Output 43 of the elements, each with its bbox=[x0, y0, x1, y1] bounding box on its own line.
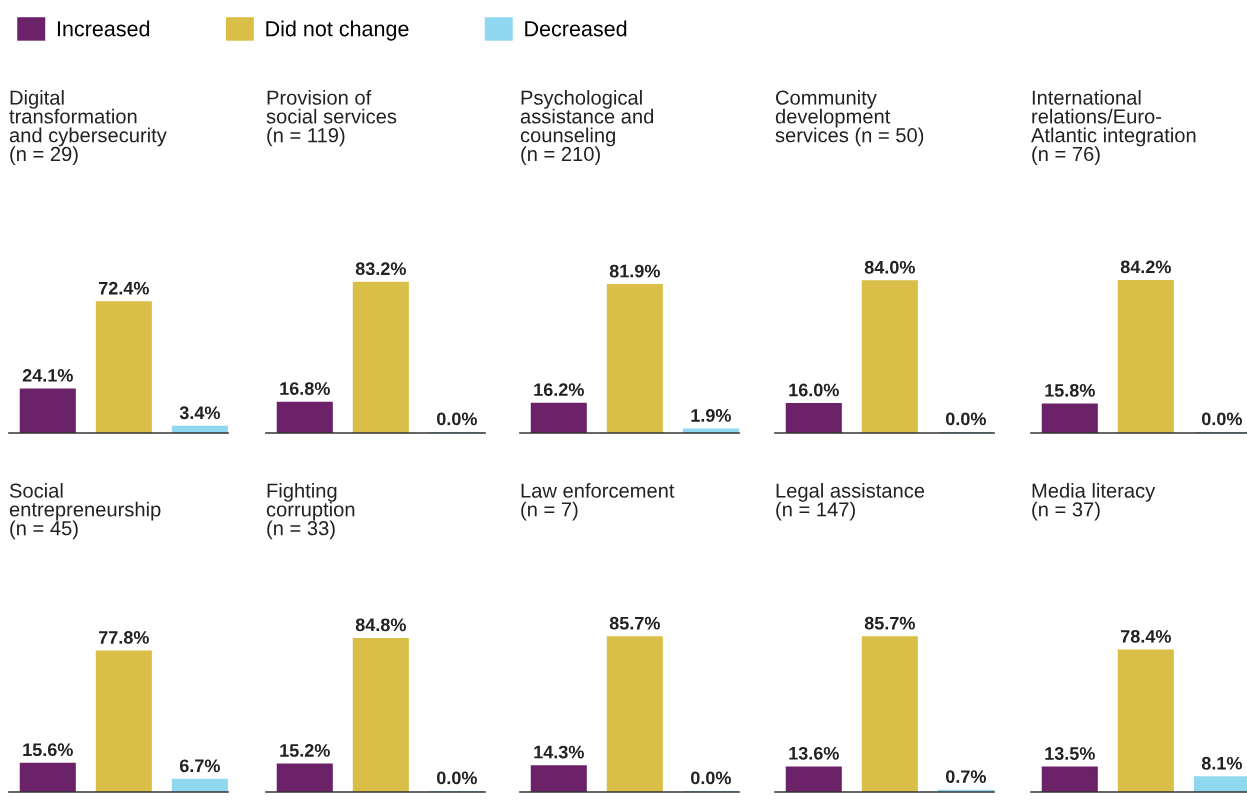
data-label: 15.8% bbox=[1045, 383, 1095, 397]
data-label: 16.8% bbox=[280, 382, 330, 395]
data-label: 78.4% bbox=[1121, 629, 1171, 643]
data-label: 85.7% bbox=[864, 616, 915, 630]
data-label: 13.6% bbox=[789, 746, 839, 760]
chart-title: Fighting corruption (n = 33) bbox=[266, 483, 355, 540]
data-label: 13.5% bbox=[1045, 747, 1095, 760]
data-label: 77.8% bbox=[99, 631, 149, 644]
chart-title: Digital transformation and cybersecurity (n = 29) bbox=[9, 90, 167, 166]
data-label: 3.4% bbox=[179, 406, 220, 420]
data-label: 8.1% bbox=[1201, 756, 1242, 770]
data-label: 84.8% bbox=[355, 618, 406, 632]
legend-label: Increased bbox=[57, 20, 150, 37]
chart-title: Community development services (n = 50) bbox=[775, 90, 924, 147]
legend-label: Decreased bbox=[525, 20, 627, 37]
chart-title: Legal assistance (n = 147) bbox=[776, 483, 925, 521]
data-label: 0.7% bbox=[946, 770, 986, 783]
legend-label: Did not change bbox=[266, 20, 409, 41]
data-label: 0.0% bbox=[946, 412, 986, 426]
chart-title: Provision of social services (n = 119) bbox=[266, 90, 397, 147]
data-label: 15.2% bbox=[280, 744, 330, 757]
data-label: 84.0% bbox=[864, 260, 915, 274]
data-label: 0.0% bbox=[437, 771, 477, 785]
data-label: 24.1% bbox=[22, 368, 73, 382]
chart-title: International relations/Euro- Atlantic integration (n = 76) bbox=[1031, 90, 1196, 166]
data-label: 0.0% bbox=[437, 412, 477, 426]
chart-title: Media literacy (n = 37) bbox=[1032, 483, 1156, 521]
data-label: 81.9% bbox=[609, 264, 660, 278]
data-label: 84.2% bbox=[1120, 260, 1171, 274]
data-label: 16.0% bbox=[789, 383, 839, 397]
chart-title: Law enforcement (n = 7) bbox=[521, 483, 675, 521]
data-label: 6.7% bbox=[179, 759, 220, 773]
chart-title: Social entrepreneurship (n = 45) bbox=[9, 483, 161, 540]
data-label: 83.2% bbox=[355, 262, 406, 276]
chart-title: Psychological assistance and counseling (n = 210) bbox=[520, 90, 654, 166]
data-label: 14.3% bbox=[534, 745, 584, 759]
data-label: 1.9% bbox=[691, 409, 731, 422]
data-label: 85.7% bbox=[609, 616, 660, 630]
data-label: 0.0% bbox=[691, 771, 731, 785]
data-label: 0.0% bbox=[1202, 412, 1242, 426]
data-label: 16.2% bbox=[534, 383, 584, 397]
data-label: 72.4% bbox=[99, 281, 149, 295]
data-label: 15.6% bbox=[23, 743, 73, 757]
